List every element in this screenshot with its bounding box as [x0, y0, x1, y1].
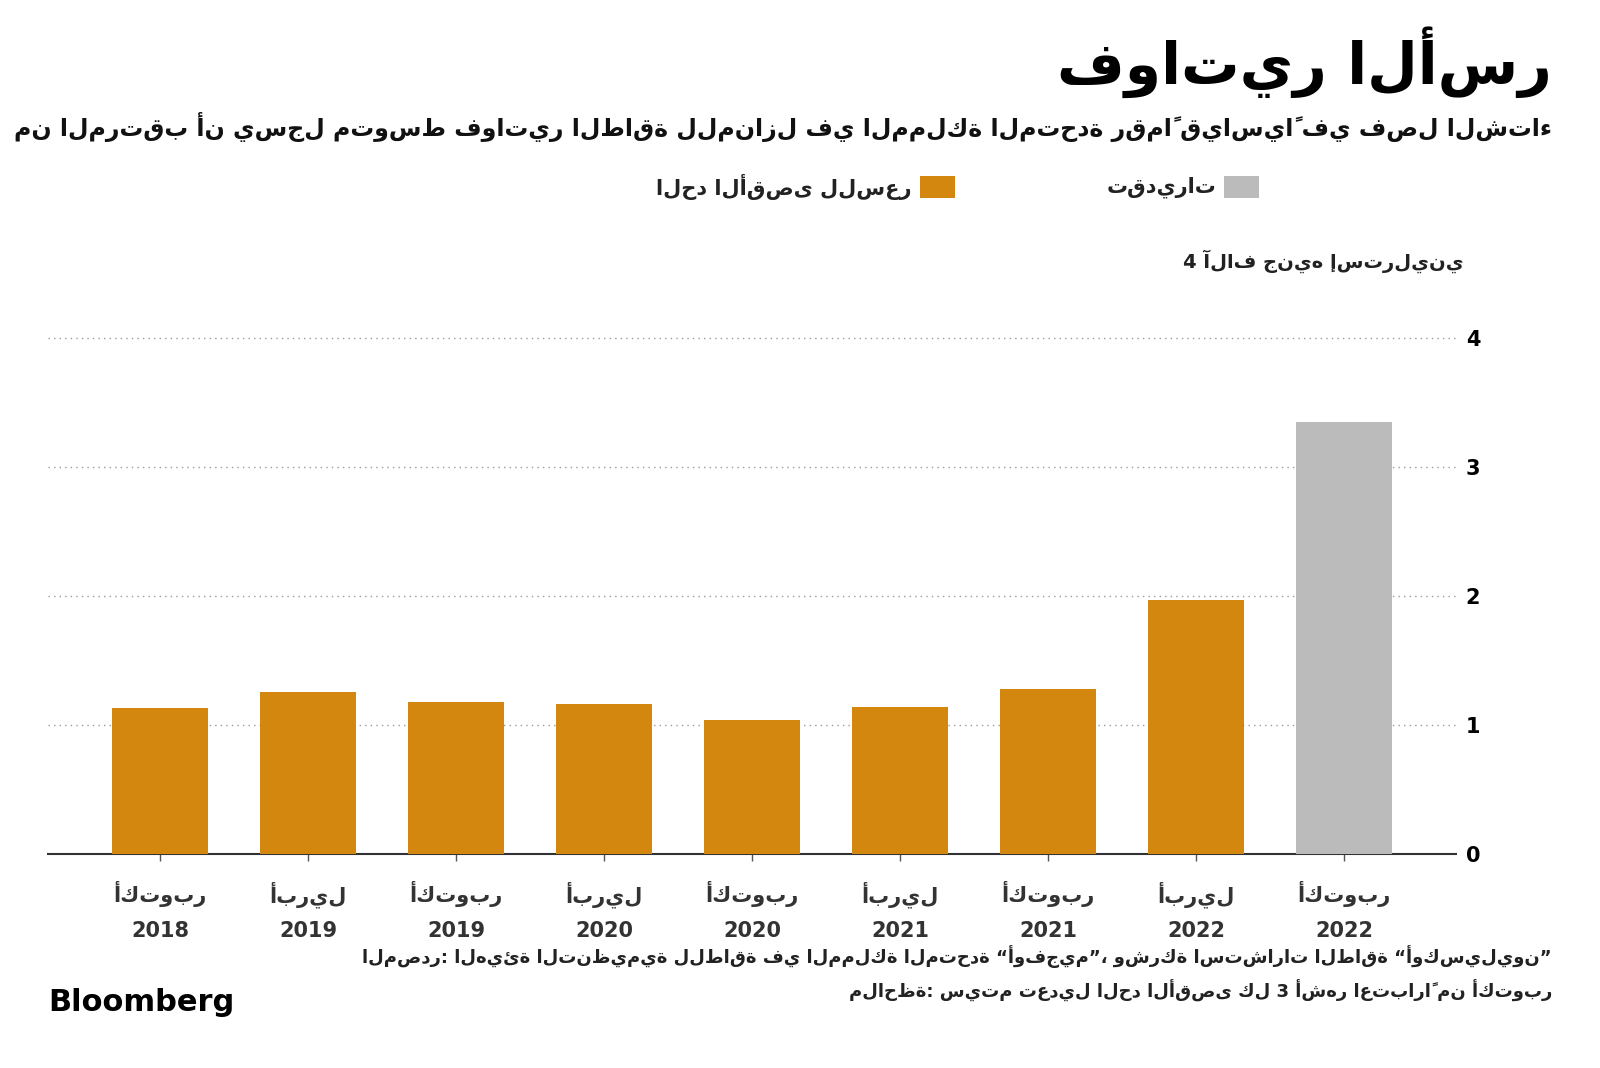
- Bar: [1000, 690, 1096, 854]
- Text: 2022: 2022: [1315, 921, 1373, 941]
- Bar: [851, 707, 949, 854]
- Bar: [408, 702, 504, 854]
- Bar: [1296, 422, 1392, 854]
- Bar: [1147, 600, 1245, 854]
- Text: أكتوبر: أكتوبر: [1298, 881, 1390, 907]
- Text: 2020: 2020: [723, 921, 781, 941]
- Text: الحد الأقصى للسعر: الحد الأقصى للسعر: [656, 174, 912, 200]
- Text: فواتير الأسر: فواتير الأسر: [1058, 27, 1552, 98]
- Text: أكتوبر: أكتوبر: [114, 881, 206, 907]
- Bar: [555, 704, 653, 854]
- Text: تقديرات: تقديرات: [1106, 176, 1216, 198]
- Text: أكتوبر: أكتوبر: [706, 881, 798, 907]
- Text: أبريل: أبريل: [269, 881, 347, 908]
- Text: أبريل: أبريل: [1157, 881, 1235, 908]
- Bar: [704, 720, 800, 854]
- Text: أبريل: أبريل: [565, 881, 643, 908]
- Text: 2021: 2021: [870, 921, 930, 941]
- Text: Bloomberg: Bloomberg: [48, 988, 234, 1017]
- Text: 2019: 2019: [427, 921, 485, 941]
- Text: 2020: 2020: [574, 921, 634, 941]
- Text: 2021: 2021: [1019, 921, 1077, 941]
- Text: من المرتقب أن يسجل متوسط فواتير الطاقة للمنازل في المملكة المتحدة رقماً قياسياً : من المرتقب أن يسجل متوسط فواتير الطاقة ل…: [14, 112, 1552, 142]
- Text: أكتوبر: أكتوبر: [410, 881, 502, 907]
- Bar: [112, 708, 208, 854]
- Text: 2018: 2018: [131, 921, 189, 941]
- Text: 2019: 2019: [278, 921, 338, 941]
- Text: 4 آلاف جنيه إسترليني: 4 آلاف جنيه إسترليني: [1184, 250, 1464, 273]
- Text: أكتوبر: أكتوبر: [1002, 881, 1094, 907]
- Bar: [259, 692, 357, 854]
- Text: المصدر: الهيئة التنظيمية للطاقة في المملكة المتحدة “أوفجيم”، وشركة استشارات الطا: المصدر: الهيئة التنظيمية للطاقة في الممل…: [362, 945, 1552, 968]
- Text: أبريل: أبريل: [861, 881, 939, 908]
- Text: ملاحظة: سيتم تعديل الحد الأقصى كل 3 أشهر اعتباراً من أكتوبر: ملاحظة: سيتم تعديل الحد الأقصى كل 3 أشهر…: [848, 979, 1552, 1002]
- Text: 2022: 2022: [1166, 921, 1226, 941]
